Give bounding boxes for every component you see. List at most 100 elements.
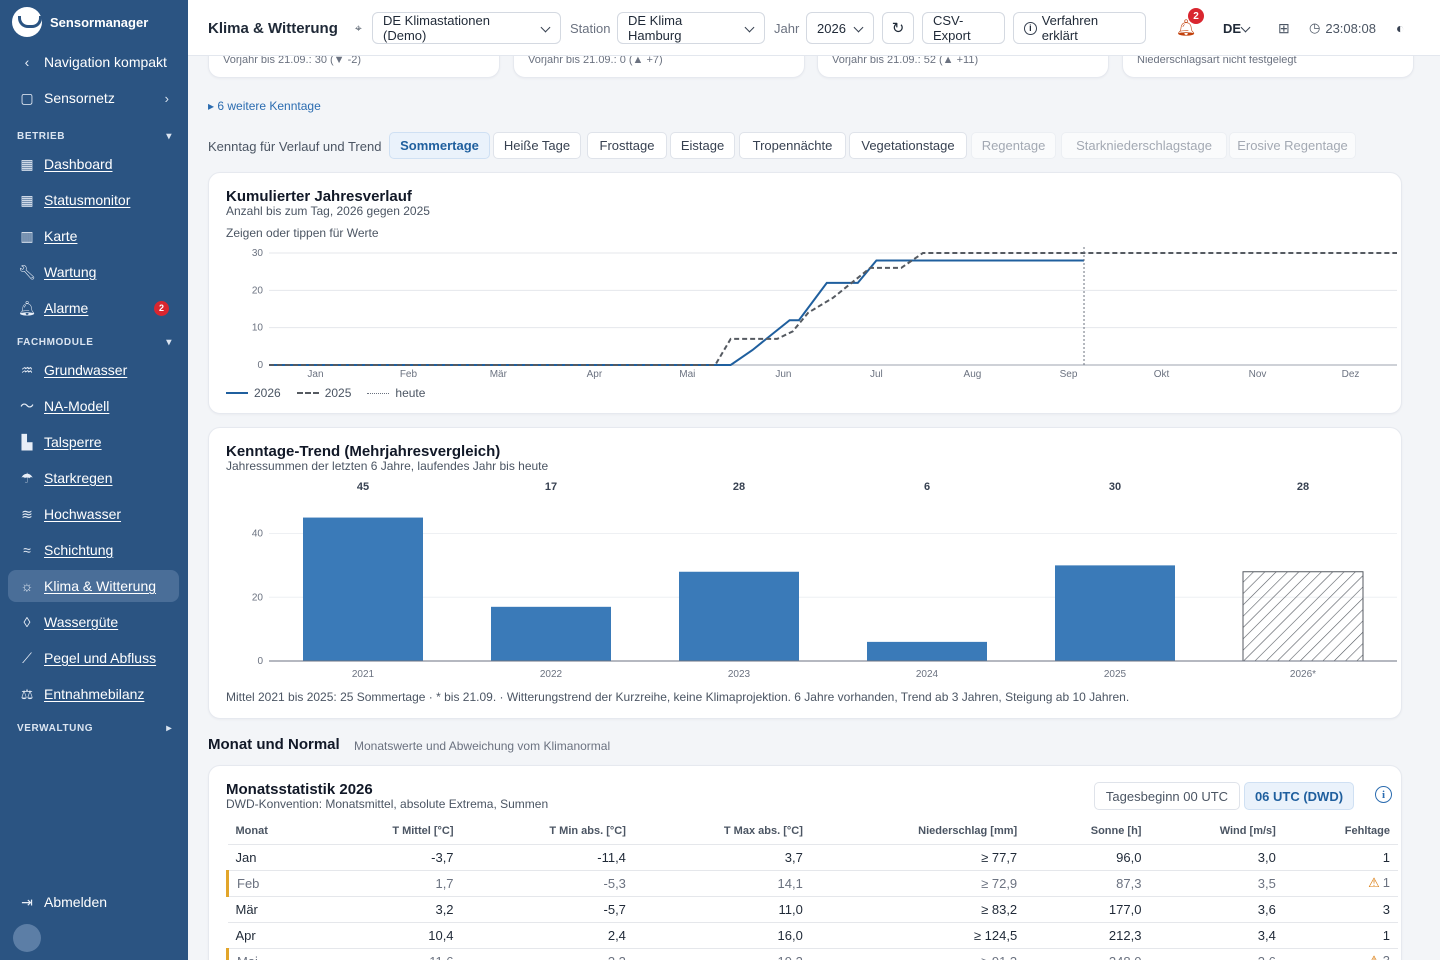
y-tick-label: 10 bbox=[252, 323, 264, 334]
more-kenntage-link[interactable]: ▸ 6 weitere Kenntage bbox=[208, 99, 321, 113]
legend-item-today[interactable]: heute bbox=[367, 386, 425, 400]
table-cell: 87,3 bbox=[1025, 870, 1150, 897]
sidebar-item-statusmonitor[interactable]: ▦ Statusmonitor bbox=[8, 184, 179, 216]
table-row[interactable]: Mär 3,2 -5,7 11,0 ≥ 83,2 177,0 3,6 3 bbox=[227, 896, 1398, 923]
bar-2022[interactable] bbox=[491, 606, 611, 661]
refresh-button[interactable]: ↻ bbox=[882, 12, 914, 44]
language-select[interactable]: DE bbox=[1212, 12, 1261, 44]
clock: ◷ 23:08:08 bbox=[1309, 12, 1376, 44]
chip-eistage[interactable]: Eistage bbox=[670, 132, 735, 159]
year-label: Jahr bbox=[774, 20, 800, 36]
sidebar-item-starkregen[interactable]: ☂︎ Starkregen bbox=[8, 462, 179, 494]
stat-card-note: Vorjahr bis 21.09.: 52 (▲ +11) bbox=[832, 56, 979, 66]
table-cell: 3,4 bbox=[1149, 922, 1284, 949]
section-betrieb[interactable]: BETRIEB ▾ bbox=[17, 131, 172, 142]
navigation-compact-button[interactable]: ‹ Navigation kompakt bbox=[8, 46, 179, 78]
sidebar-item-wasserguete[interactable]: ◊ Wassergüte bbox=[8, 606, 179, 638]
bar-2025[interactable] bbox=[1055, 565, 1175, 661]
chip-vegetationstage[interactable]: Vegetationstage bbox=[849, 132, 967, 159]
cumulative-chart-card: Kumulierter Jahresverlauf Anzahl bis zum… bbox=[208, 172, 1402, 414]
stat-card-note: Vorjahr bis 21.09.: 30 (▼ -2) bbox=[223, 56, 362, 66]
sidebar-item-sensornetz[interactable]: ▢ Sensornetz › bbox=[8, 82, 179, 114]
main-content: Vorjahr bis 21.09.: 30 (▼ -2) Vorjahr bi… bbox=[188, 56, 1428, 960]
notifications-button[interactable]: 🔔︎ 2 bbox=[1174, 8, 1204, 44]
table-cell: 3,7 bbox=[633, 844, 811, 871]
y-tick-label: 20 bbox=[252, 592, 264, 603]
table-row[interactable]: Mai11,63,219,2≥ 91,3248,03,6⚠︎3 bbox=[225, 948, 1398, 960]
sidebar-item-na-modell[interactable]: 〜 NA-Modell bbox=[8, 390, 179, 422]
day-start-06utc-button[interactable]: 06 UTC (DWD) bbox=[1244, 782, 1354, 810]
sidebar-item-karte[interactable]: ▥ Karte bbox=[8, 220, 179, 252]
table-cell: 1 bbox=[1283, 844, 1398, 871]
table-row[interactable]: Apr 10,4 2,4 16,0 ≥ 124,5 212,3 3,4 1 bbox=[227, 922, 1398, 949]
series-line-2026[interactable] bbox=[269, 259, 1084, 366]
apps-icon[interactable]: ⊞ bbox=[1278, 19, 1290, 36]
bar-value-label: 28 bbox=[733, 481, 745, 493]
chart-legend: 2026 2025 heute bbox=[226, 386, 441, 400]
table-cell: Mai bbox=[225, 948, 318, 960]
bar-2021[interactable] bbox=[303, 517, 423, 661]
sidebar-item-pegel-und-abfluss[interactable]: ⟋ Pegel und Abfluss bbox=[8, 642, 179, 674]
column-header[interactable]: Wind [m/s] bbox=[1149, 818, 1284, 845]
rain-icon: ☂︎ bbox=[20, 469, 34, 486]
sidebar-item-talsperre[interactable]: ▙ Talsperre bbox=[8, 426, 179, 458]
table-cell: 3,6 bbox=[1149, 948, 1284, 960]
network-select[interactable]: DE Klimastationen (Demo) bbox=[372, 12, 561, 44]
table-row[interactable]: Feb 1,7 -5,3 14,1 ≥ 72,9 87,3 3,5 ⚠︎ 1 bbox=[225, 870, 1398, 897]
sidebar-item-schichtung[interactable]: ≈ Schichtung bbox=[8, 534, 179, 566]
table-row[interactable]: Jan -3,7 -11,4 3,7 ≥ 77,7 96,0 3,0 1 bbox=[227, 844, 1398, 871]
table-cell: 11,0 bbox=[633, 896, 811, 923]
chip-heisse-tage[interactable]: Heiße Tage bbox=[493, 132, 581, 159]
info-icon[interactable]: i bbox=[1375, 786, 1392, 803]
explain-label: Verfahren erklärt bbox=[1041, 13, 1099, 43]
column-header[interactable]: T Min abs. [°C] bbox=[461, 818, 634, 845]
table-cell: 1,7 bbox=[317, 870, 462, 897]
legend-item-2025[interactable]: 2025 bbox=[296, 386, 351, 400]
section-verwaltung[interactable]: VERWALTUNG ▸ bbox=[17, 723, 172, 734]
station-select[interactable]: DE Klima Hamburg bbox=[617, 12, 765, 44]
sidebar-item-dashboard[interactable]: ▦ Dashboard bbox=[8, 148, 179, 180]
sidebar-item-entnahmebilanz[interactable]: ⚖︎ Entnahmebilanz bbox=[8, 678, 179, 710]
explain-button[interactable]: i Verfahren erklärt bbox=[1013, 12, 1146, 44]
column-header[interactable]: Niederschlag [mm] bbox=[810, 818, 1026, 845]
sidebar-item-wartung[interactable]: 🔧︎ Wartung bbox=[8, 256, 179, 288]
x-tick-label: Okt bbox=[1154, 369, 1170, 380]
cumulative-line-chart[interactable]: 0 10 20 30 Jan Feb Mär Apr Mai Jun Jul Aug Sep Okt Nov… bbox=[209, 173, 1403, 383]
sidebar-item-hochwasser[interactable]: ≋ Hochwasser bbox=[8, 498, 179, 530]
bar-2023[interactable] bbox=[679, 571, 799, 661]
column-header[interactable]: Fehltage bbox=[1283, 818, 1398, 845]
monthly-table: Monat T Mittel [°C] T Min abs. [°C] T Max a… bbox=[225, 818, 1398, 960]
sidebar-item-grundwasser[interactable]: ♒︎ Grundwasser bbox=[8, 354, 179, 386]
legend-swatch bbox=[296, 392, 319, 394]
year-select[interactable]: 2026 bbox=[806, 12, 874, 44]
trend-bar-chart[interactable]: 0 20 40 45 2021 17 2022 28 2023 6 2024 30 2025 28 2026… bbox=[209, 428, 1403, 688]
chevron-right-icon: › bbox=[164, 90, 169, 106]
chip-frosttage[interactable]: Frosttage bbox=[587, 132, 667, 159]
logout-button[interactable]: ⇥ Abmelden bbox=[8, 886, 179, 918]
column-header[interactable]: Sonne [h] bbox=[1025, 818, 1150, 845]
sidebar-item-klima-witterung[interactable]: ☼ Klima & Witterung bbox=[8, 570, 179, 602]
day-start-00utc-button[interactable]: Tagesbeginn 00 UTC bbox=[1094, 782, 1240, 810]
chevron-left-icon: ‹ bbox=[24, 54, 30, 70]
column-header[interactable]: Monat bbox=[227, 818, 318, 845]
chip-tropennaechte[interactable]: Tropennächte bbox=[739, 132, 846, 159]
bar-2026*[interactable] bbox=[1242, 571, 1364, 662]
csv-export-button[interactable]: CSV-Export bbox=[922, 12, 1005, 44]
brand[interactable]: Sensormanager bbox=[12, 7, 148, 37]
avatar[interactable] bbox=[13, 924, 41, 952]
sidebar-item-alarme[interactable]: 🔔︎ Alarme 2 bbox=[8, 292, 179, 324]
table-cell: 3,0 bbox=[1149, 844, 1284, 871]
trend-chart-card: Kenntage-Trend (Mehrjahresvergleich) Jah… bbox=[208, 427, 1402, 719]
y-tick-label: 0 bbox=[257, 360, 263, 371]
section-fachmodule[interactable]: FACHMODULE ▾ bbox=[17, 337, 172, 348]
chip-sommertage[interactable]: Sommertage bbox=[389, 132, 490, 159]
stat-card-note: Niederschlagsart nicht festgelegt bbox=[1137, 56, 1297, 66]
chart-footnote: Mittel 2021 bis 2025: 25 Sommertage · * … bbox=[226, 690, 1130, 704]
column-header[interactable]: T Mittel [°C] bbox=[317, 818, 462, 845]
legend-item-2026[interactable]: 2026 bbox=[226, 386, 281, 400]
sidebar: Sensormanager ‹ Navigation kompakt ▢ Sen… bbox=[0, 0, 188, 960]
column-header[interactable]: T Max abs. [°C] bbox=[633, 818, 811, 845]
series-line-2025[interactable] bbox=[269, 252, 1397, 366]
bar-2024[interactable] bbox=[867, 641, 987, 661]
theme-toggle-icon[interactable]: ◐ bbox=[1396, 20, 1405, 36]
